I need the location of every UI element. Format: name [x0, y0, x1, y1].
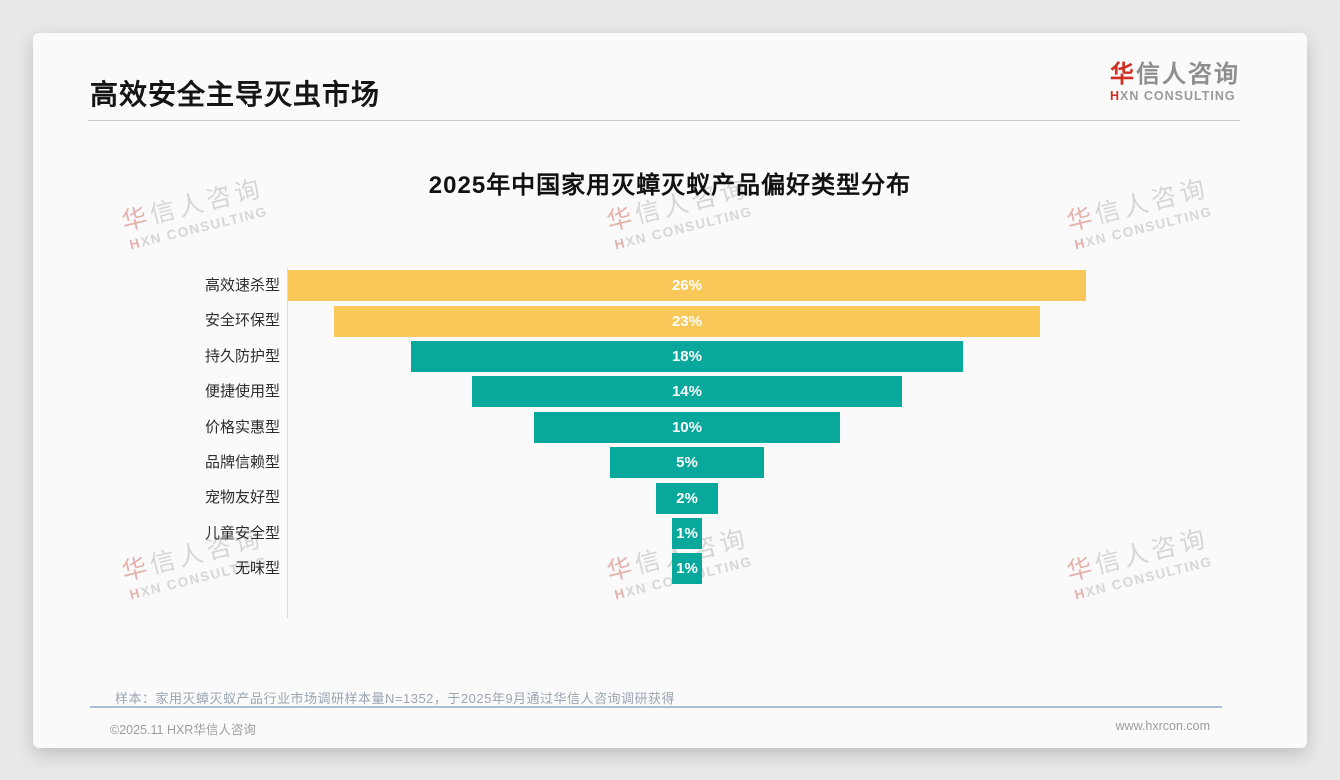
bar-value-label: 1% [676, 524, 698, 542]
funnel-bar: 26% [288, 270, 1086, 302]
chart-row: 儿童安全型 1% [33, 516, 1307, 551]
watermark-en: HXN CONSULTING [128, 203, 270, 253]
chart-row: 高效速杀型 26% [33, 268, 1307, 303]
funnel-bar: 2% [656, 482, 718, 514]
category-label: 品牌信赖型 [204, 453, 280, 471]
category-label: 宠物友好型 [204, 489, 280, 507]
company-logo: 华信人咨询 HXN CONSULTING [1110, 61, 1240, 103]
logo-zh-text: 华信人咨询 [1110, 61, 1240, 88]
bar-value-label: 5% [676, 454, 698, 472]
category-label: 高效速杀型 [204, 277, 280, 294]
chart-row: 价格实惠型 10% [33, 410, 1307, 445]
watermark-en: HXN CONSULTING [1073, 203, 1215, 253]
watermark-en: HXN CONSULTING [613, 203, 755, 253]
category-label: 价格实惠型 [204, 418, 280, 436]
bar-value-label: 26% [671, 277, 702, 295]
bar-value-label: 18% [671, 347, 702, 365]
chart-row: 安全环保型 23% [33, 303, 1307, 338]
funnel-bar: 23% [334, 305, 1040, 337]
funnel-chart: 高效速杀型 26% 安全环保型 23% 持久防护型 18% 便捷使用型 14% 价格实惠型 10%… [33, 268, 1307, 587]
footer-website: www.hxrcon.com [1115, 719, 1210, 733]
chart-row: 品牌信赖型 5% [33, 445, 1307, 480]
logo-en-text: HXN CONSULTING [1110, 88, 1236, 103]
sample-footnote: 样本：家用灭蟑灭蚁产品行业市场调研样本量N=1352，于2025年9月通过华信人… [115, 691, 676, 706]
bar-value-label: 23% [671, 312, 702, 330]
chart-row: 宠物友好型 2% [33, 480, 1307, 515]
category-label: 无味型 [234, 560, 280, 578]
category-label: 便捷使用型 [204, 383, 280, 401]
chart-title: 2025年中国家用灭蟑灭蚁产品偏好类型分布 [428, 172, 912, 199]
page-title: 高效安全主导灭虫市场 [90, 79, 381, 110]
funnel-bar: 5% [610, 447, 764, 479]
bar-value-label: 10% [671, 418, 702, 436]
chart-row: 无味型 1% [33, 551, 1307, 586]
bar-value-label: 2% [676, 489, 698, 507]
chart-row: 持久防护型 18% [33, 339, 1307, 374]
funnel-bar: 1% [671, 517, 703, 549]
funnel-bar: 10% [533, 411, 841, 443]
funnel-bar: 18% [410, 340, 964, 372]
bar-value-label: 14% [671, 383, 702, 401]
funnel-bar: 14% [472, 376, 902, 408]
footer-copyright: ©2025.11 HXR华信人咨询 [110, 723, 256, 737]
bar-value-label: 1% [676, 560, 698, 578]
slide: 华信人咨询 HXN CONSULTING 华信人咨询 HXN CONSULTIN… [33, 33, 1307, 748]
chart-row: 便捷使用型 14% [33, 374, 1307, 409]
footer-divider [90, 706, 1222, 708]
category-label: 持久防护型 [204, 347, 280, 365]
chart-axis-line [287, 268, 288, 618]
header-divider [88, 120, 1240, 121]
funnel-bar: 1% [671, 553, 703, 585]
category-label: 安全环保型 [204, 312, 280, 330]
category-label: 儿童安全型 [204, 524, 280, 542]
